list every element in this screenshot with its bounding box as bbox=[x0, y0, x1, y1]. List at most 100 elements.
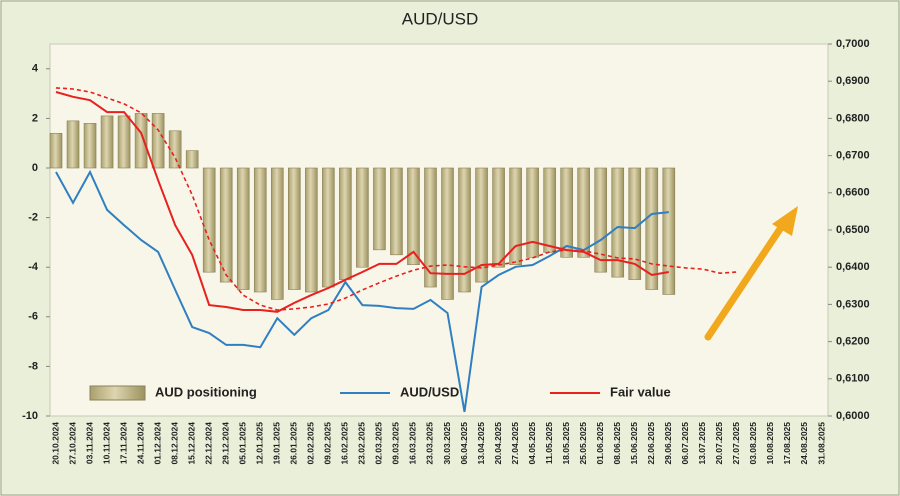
y-tick-label: 0 bbox=[32, 162, 38, 174]
bar bbox=[49, 132, 63, 169]
x-tick-label: 31.08.2025 bbox=[816, 422, 826, 465]
y2-tick-label: 0,6000 bbox=[836, 410, 870, 422]
x-tick-label: 24.11.2024 bbox=[135, 422, 145, 464]
bar bbox=[339, 167, 352, 280]
x-tick-label: 22.12.2024 bbox=[203, 422, 213, 465]
bar bbox=[560, 167, 573, 258]
y-tick-label: -10 bbox=[22, 410, 38, 422]
y2-tick-label: 0,6200 bbox=[836, 336, 870, 348]
y2-tick-label: 0,6400 bbox=[836, 261, 870, 273]
x-tick-label: 27.10.2024 bbox=[67, 422, 77, 465]
bar bbox=[509, 167, 522, 266]
x-tick-label: 11.05.2025 bbox=[544, 422, 554, 464]
y-tick-label: -4 bbox=[28, 261, 39, 273]
bar bbox=[253, 167, 267, 293]
y2-tick-label: 0,6700 bbox=[836, 150, 870, 162]
legend-label: Fair value bbox=[610, 384, 671, 399]
bar bbox=[134, 113, 148, 169]
bar bbox=[662, 167, 676, 295]
x-tick-label: 24.08.2025 bbox=[799, 422, 809, 465]
x-tick-label: 02.03.2025 bbox=[374, 422, 384, 465]
bar bbox=[458, 167, 471, 293]
y2-tick-label: 0,7000 bbox=[836, 38, 870, 50]
x-tick-label: 19.01.2025 bbox=[272, 422, 282, 465]
y-tick-label: 4 bbox=[32, 63, 39, 75]
bar bbox=[168, 130, 182, 169]
x-tick-label: 06.07.2025 bbox=[680, 422, 690, 465]
bar bbox=[577, 167, 590, 258]
bar bbox=[100, 115, 114, 169]
bar bbox=[475, 167, 488, 283]
y-tick-label: -8 bbox=[28, 360, 38, 372]
legend-label: AUD/USD bbox=[400, 384, 459, 399]
bar bbox=[305, 167, 318, 293]
bar bbox=[441, 167, 454, 300]
legend-label: AUD positioning bbox=[155, 384, 257, 399]
x-tick-label: 13.07.2025 bbox=[697, 422, 707, 465]
x-tick-label: 09.02.2025 bbox=[323, 422, 333, 465]
x-tick-label: 01.06.2025 bbox=[595, 422, 605, 465]
x-tick-label: 08.12.2024 bbox=[169, 422, 179, 465]
y2-tick-label: 0,6800 bbox=[836, 112, 870, 124]
bar bbox=[219, 167, 233, 283]
bar bbox=[407, 167, 420, 266]
bar bbox=[66, 120, 80, 169]
bar bbox=[543, 167, 556, 253]
bar bbox=[390, 167, 403, 256]
bar bbox=[373, 167, 386, 251]
x-tick-label: 29.12.2024 bbox=[220, 422, 230, 465]
x-tick-label: 10.08.2025 bbox=[765, 422, 775, 465]
chart-title: AUD/USD bbox=[402, 9, 479, 28]
bar bbox=[270, 167, 284, 300]
bar bbox=[322, 167, 335, 288]
trend-arrow bbox=[704, 206, 798, 341]
bar bbox=[594, 167, 608, 273]
bar bbox=[356, 167, 369, 268]
bar bbox=[83, 123, 97, 169]
x-tick-label: 05.01.2025 bbox=[237, 422, 247, 465]
y-tick-label: 2 bbox=[32, 112, 38, 124]
x-tick-label: 25.05.2025 bbox=[578, 422, 588, 465]
y-tick-label: -2 bbox=[28, 212, 38, 224]
x-tick-label: 01.12.2024 bbox=[152, 422, 162, 465]
x-tick-label: 30.03.2025 bbox=[442, 422, 452, 465]
x-tick-label: 13.04.2025 bbox=[476, 422, 486, 465]
x-tick-label: 10.11.2024 bbox=[101, 422, 111, 464]
x-tick-label: 16.02.2025 bbox=[340, 422, 350, 465]
x-tick-label: 15.06.2025 bbox=[629, 422, 639, 465]
bar bbox=[151, 113, 165, 169]
x-tick-label: 03.08.2025 bbox=[748, 422, 758, 465]
legend-swatch bbox=[89, 385, 146, 401]
y2-tick-label: 0,6300 bbox=[836, 298, 870, 310]
x-tick-label: 27.07.2025 bbox=[731, 422, 741, 465]
bar bbox=[236, 167, 250, 290]
x-tick-label: 15.12.2024 bbox=[186, 422, 196, 465]
plot-area bbox=[49, 43, 829, 417]
x-tick-label: 23.02.2025 bbox=[357, 422, 367, 465]
y2-tick-label: 0,6500 bbox=[836, 224, 870, 236]
line bbox=[55, 169, 669, 413]
x-tick-label: 20.07.2025 bbox=[714, 422, 724, 465]
x-tick-label: 06.04.2025 bbox=[459, 422, 469, 465]
x-tick-label: 12.01.2025 bbox=[255, 422, 265, 465]
bar bbox=[185, 150, 199, 169]
x-tick-label: 20.10.2024 bbox=[50, 422, 60, 465]
y2-tick-label: 0,6900 bbox=[836, 75, 870, 87]
y2-tick-label: 0,6600 bbox=[836, 187, 870, 199]
x-tick-label: 09.03.2025 bbox=[391, 422, 401, 465]
x-tick-label: 27.04.2025 bbox=[510, 422, 520, 465]
trend-line bbox=[55, 87, 737, 311]
bar bbox=[288, 167, 301, 290]
x-tick-label: 17.11.2024 bbox=[118, 422, 128, 464]
bar bbox=[492, 167, 505, 268]
bar bbox=[117, 115, 131, 169]
bar bbox=[202, 167, 216, 273]
bar bbox=[424, 167, 437, 288]
x-tick-label: 18.05.2025 bbox=[561, 422, 571, 465]
x-tick-label: 16.03.2025 bbox=[408, 422, 418, 465]
y2-tick-label: 0,6100 bbox=[836, 373, 870, 385]
x-tick-label: 02.02.2025 bbox=[306, 422, 316, 465]
bar bbox=[611, 167, 625, 278]
x-tick-label: 04.05.2025 bbox=[527, 422, 537, 465]
